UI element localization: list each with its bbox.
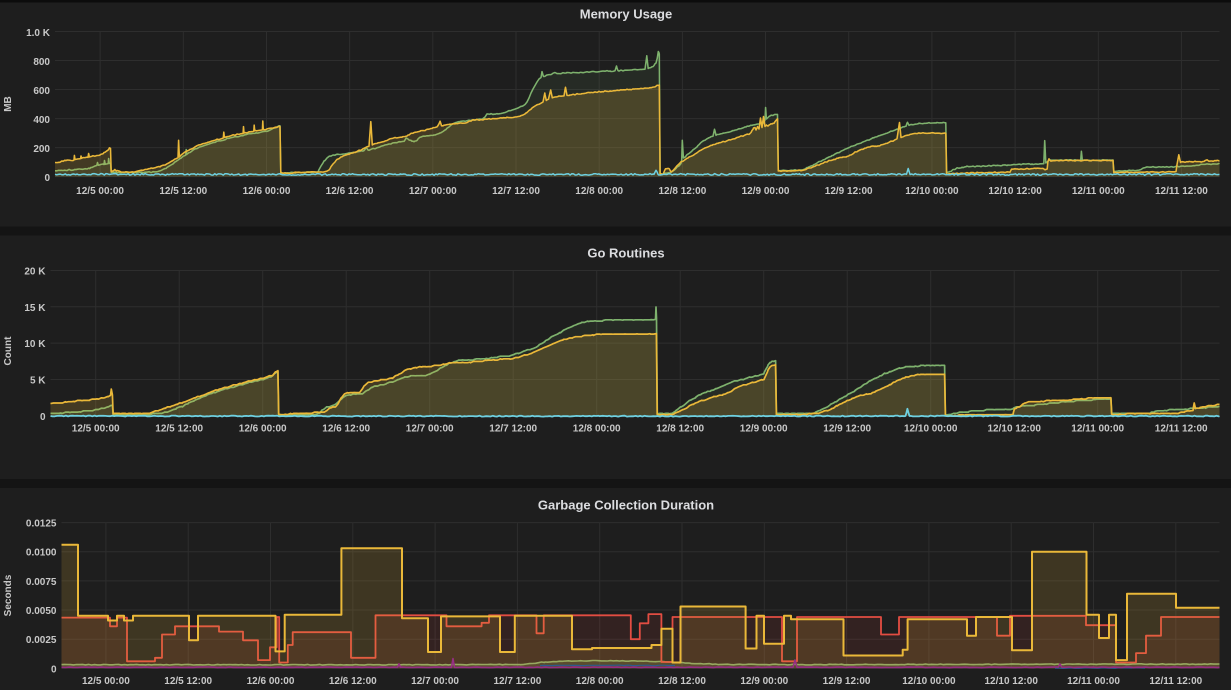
svg-text:0: 0	[44, 173, 50, 184]
svg-text:12/11 00:00: 12/11 00:00	[1072, 186, 1125, 197]
svg-text:Seconds: Seconds	[3, 574, 14, 616]
svg-text:12/6 12:00: 12/6 12:00	[329, 676, 377, 687]
svg-text:12/9 12:00: 12/9 12:00	[825, 186, 873, 197]
svg-text:12/7 00:00: 12/7 00:00	[411, 676, 459, 687]
svg-text:400: 400	[33, 115, 50, 126]
svg-text:1.0 K: 1.0 K	[26, 28, 51, 39]
svg-text:12/9 12:00: 12/9 12:00	[823, 424, 871, 435]
svg-text:0.0025: 0.0025	[26, 635, 57, 646]
svg-text:12/9 12:00: 12/9 12:00	[823, 676, 871, 687]
svg-text:20 K: 20 K	[24, 267, 46, 278]
svg-text:200: 200	[33, 144, 50, 155]
svg-text:0: 0	[51, 664, 57, 675]
svg-text:12/6 00:00: 12/6 00:00	[239, 424, 287, 435]
svg-text:Count: Count	[3, 336, 14, 366]
svg-text:12/6 12:00: 12/6 12:00	[326, 186, 374, 197]
svg-text:12/10 00:00: 12/10 00:00	[902, 676, 956, 687]
svg-text:12/6 00:00: 12/6 00:00	[243, 186, 291, 197]
svg-text:12/6 00:00: 12/6 00:00	[247, 676, 295, 687]
svg-text:12/11 12:00: 12/11 12:00	[1149, 676, 1202, 687]
svg-text:12/7 00:00: 12/7 00:00	[409, 186, 457, 197]
svg-text:12/11 12:00: 12/11 12:00	[1155, 424, 1208, 435]
svg-text:12/8 00:00: 12/8 00:00	[575, 186, 623, 197]
svg-text:600: 600	[33, 86, 50, 97]
svg-text:0.0075: 0.0075	[26, 577, 57, 588]
svg-text:Go Routines: Go Routines	[587, 245, 664, 260]
svg-text:12/5 12:00: 12/5 12:00	[159, 186, 207, 197]
svg-text:12/5 12:00: 12/5 12:00	[155, 424, 203, 435]
svg-text:12/10 00:00: 12/10 00:00	[904, 424, 958, 435]
svg-text:0.0050: 0.0050	[26, 606, 57, 617]
svg-text:12/9 00:00: 12/9 00:00	[740, 424, 788, 435]
svg-text:800: 800	[33, 57, 50, 68]
svg-text:12/8 00:00: 12/8 00:00	[573, 424, 621, 435]
svg-text:12/5 12:00: 12/5 12:00	[164, 676, 212, 687]
svg-text:MB: MB	[3, 96, 14, 112]
svg-text:12/8 12:00: 12/8 12:00	[658, 186, 706, 197]
svg-text:12/6 12:00: 12/6 12:00	[322, 424, 370, 435]
svg-text:12/7 00:00: 12/7 00:00	[406, 424, 454, 435]
svg-text:0.0100: 0.0100	[26, 548, 57, 559]
svg-text:12/10 12:00: 12/10 12:00	[988, 424, 1042, 435]
svg-text:12/8 00:00: 12/8 00:00	[576, 676, 624, 687]
svg-text:Garbage Collection Duration: Garbage Collection Duration	[538, 498, 714, 513]
svg-text:5 K: 5 K	[30, 376, 46, 387]
svg-text:12/5 00:00: 12/5 00:00	[82, 676, 130, 687]
svg-text:12/10 12:00: 12/10 12:00	[985, 676, 1039, 687]
svg-text:12/7 12:00: 12/7 12:00	[493, 676, 541, 687]
svg-text:15 K: 15 K	[24, 303, 46, 314]
svg-text:Memory Usage: Memory Usage	[580, 6, 672, 21]
svg-text:10 K: 10 K	[24, 339, 46, 350]
svg-text:12/7 12:00: 12/7 12:00	[492, 186, 540, 197]
svg-text:12/11 00:00: 12/11 00:00	[1071, 424, 1124, 435]
svg-text:12/7 12:00: 12/7 12:00	[489, 424, 537, 435]
svg-text:12/10 00:00: 12/10 00:00	[905, 186, 959, 197]
svg-text:12/10 12:00: 12/10 12:00	[988, 186, 1042, 197]
svg-text:12/8 12:00: 12/8 12:00	[656, 424, 704, 435]
svg-text:12/11 12:00: 12/11 12:00	[1155, 186, 1208, 197]
svg-text:0: 0	[40, 412, 46, 423]
svg-text:12/11 00:00: 12/11 00:00	[1067, 676, 1120, 687]
svg-text:12/9 00:00: 12/9 00:00	[740, 676, 788, 687]
svg-text:12/9 00:00: 12/9 00:00	[742, 186, 790, 197]
svg-text:0.0125: 0.0125	[26, 519, 57, 530]
svg-text:12/5 00:00: 12/5 00:00	[72, 424, 120, 435]
svg-text:12/5 00:00: 12/5 00:00	[76, 186, 124, 197]
svg-text:12/8 12:00: 12/8 12:00	[658, 676, 706, 687]
